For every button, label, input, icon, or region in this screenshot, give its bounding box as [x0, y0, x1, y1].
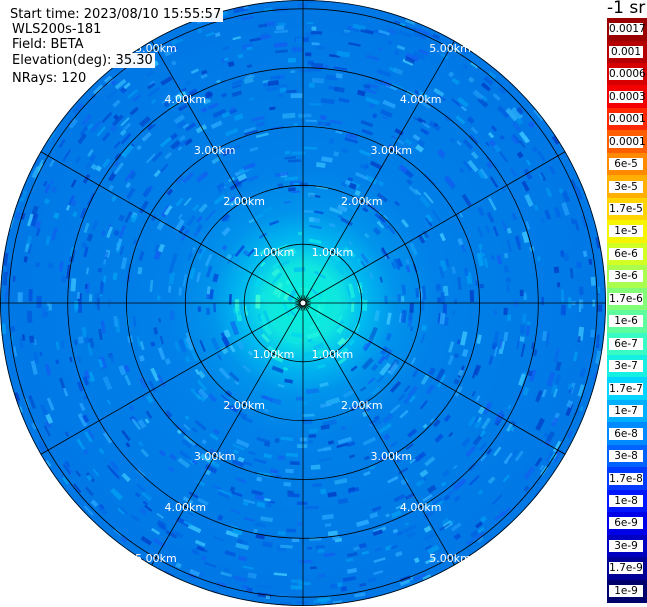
colorbar-label: 0.0006	[609, 68, 646, 81]
range-label-5km: 5.00km	[135, 42, 177, 55]
range-label-5km: 5.00km	[429, 552, 471, 565]
range-label-3km: 3.00km	[371, 450, 413, 463]
colorbar-label: 1.7e-6	[609, 292, 643, 305]
range-label-1km: 1.00km	[253, 246, 295, 259]
colorbar-label: 6e-9	[609, 517, 643, 530]
spoke-210	[151, 302, 304, 566]
range-labels: 1.00km 1.00km 1.00km 1.00km 2.00km 2.00km 2.00…	[135, 42, 471, 565]
spoke-60	[302, 151, 566, 304]
colorbar-label: 0.001	[609, 45, 643, 58]
spoke-30	[302, 40, 455, 304]
colorbar-label: 6e-5	[609, 158, 643, 170]
colorbar-label: 1e-8	[609, 494, 643, 507]
instrument-label: WLS200s-181	[10, 22, 104, 37]
colorbar-label: 1.7e-8	[609, 472, 643, 485]
spoke-120	[302, 302, 566, 455]
colorbar-label: 3e-6	[609, 270, 643, 283]
colorbar-title: -1 sr	[607, 0, 646, 18]
colorbar-label: 6e-7	[609, 337, 643, 350]
colorbar-label: 1e-9	[609, 584, 643, 597]
spoke-330	[151, 40, 304, 304]
colorbar-label: 0.00017	[609, 113, 647, 126]
polar-grid	[0, 0, 606, 606]
field-label: Field: BETA	[10, 37, 86, 52]
range-label-1km: 1.00km	[253, 348, 295, 361]
colorbar-label: 6e-8	[609, 427, 643, 440]
range-label-4km: 4.00km	[165, 501, 207, 514]
colorbar-label: 1e-5	[609, 225, 643, 238]
spoke-150	[302, 302, 455, 566]
colorbar-label: 1e-6	[609, 315, 643, 328]
colorbar-label: 1.7e-7	[609, 382, 643, 395]
range-label-4km: 4.00km	[400, 93, 442, 106]
nrays-label: NRays: 120	[10, 71, 89, 86]
range-label-5km: 5.00km	[429, 42, 471, 55]
range-label-2km: 2.00km	[341, 195, 383, 208]
range-label-1km: 1.00km	[312, 348, 354, 361]
elevation-label: Elevation(deg): 35.30	[10, 53, 155, 68]
ppi-plot: 1.00km 1.00km 1.00km 1.00km 2.00km 2.00km 2.00…	[0, 0, 606, 606]
range-label-1km: 1.00km	[312, 246, 354, 259]
spoke-300	[40, 151, 304, 304]
range-label-2km: 2.00km	[223, 399, 265, 412]
colorbar-label: 6e-6	[609, 247, 643, 260]
range-label-2km: 2.00km	[341, 399, 383, 412]
colorbar-label: 0.0001	[609, 135, 646, 148]
range-label-3km: 3.00km	[194, 144, 236, 157]
range-label-3km: 3.00km	[194, 450, 236, 463]
range-label-4km: 4.00km	[165, 93, 207, 106]
colorbar-label: 3e-5	[609, 180, 643, 193]
radar-center	[300, 300, 306, 306]
colorbar-label: 1.7e-9	[609, 562, 643, 575]
range-label-4km: 4.00km	[400, 501, 442, 514]
start-time-label: Start time: 2023/08/10 15:55:57	[8, 7, 224, 22]
colorbar-label: 1.7e-5	[609, 202, 643, 215]
range-label-5km: 5.00km	[135, 552, 177, 565]
colorbar-label: 1e-7	[609, 405, 643, 418]
range-label-3km: 3.00km	[371, 144, 413, 157]
colorbar-label: 3e-9	[609, 539, 643, 552]
range-label-2km: 2.00km	[223, 195, 265, 208]
colorbar-label: 3e-8	[609, 450, 643, 462]
colorbar	[607, 18, 647, 603]
spoke-240	[40, 302, 304, 455]
colorbar-label: 0.0017	[609, 23, 646, 36]
colorbar-label: 0.0003	[609, 90, 646, 103]
colorbar-label: 3e-7	[609, 360, 643, 373]
